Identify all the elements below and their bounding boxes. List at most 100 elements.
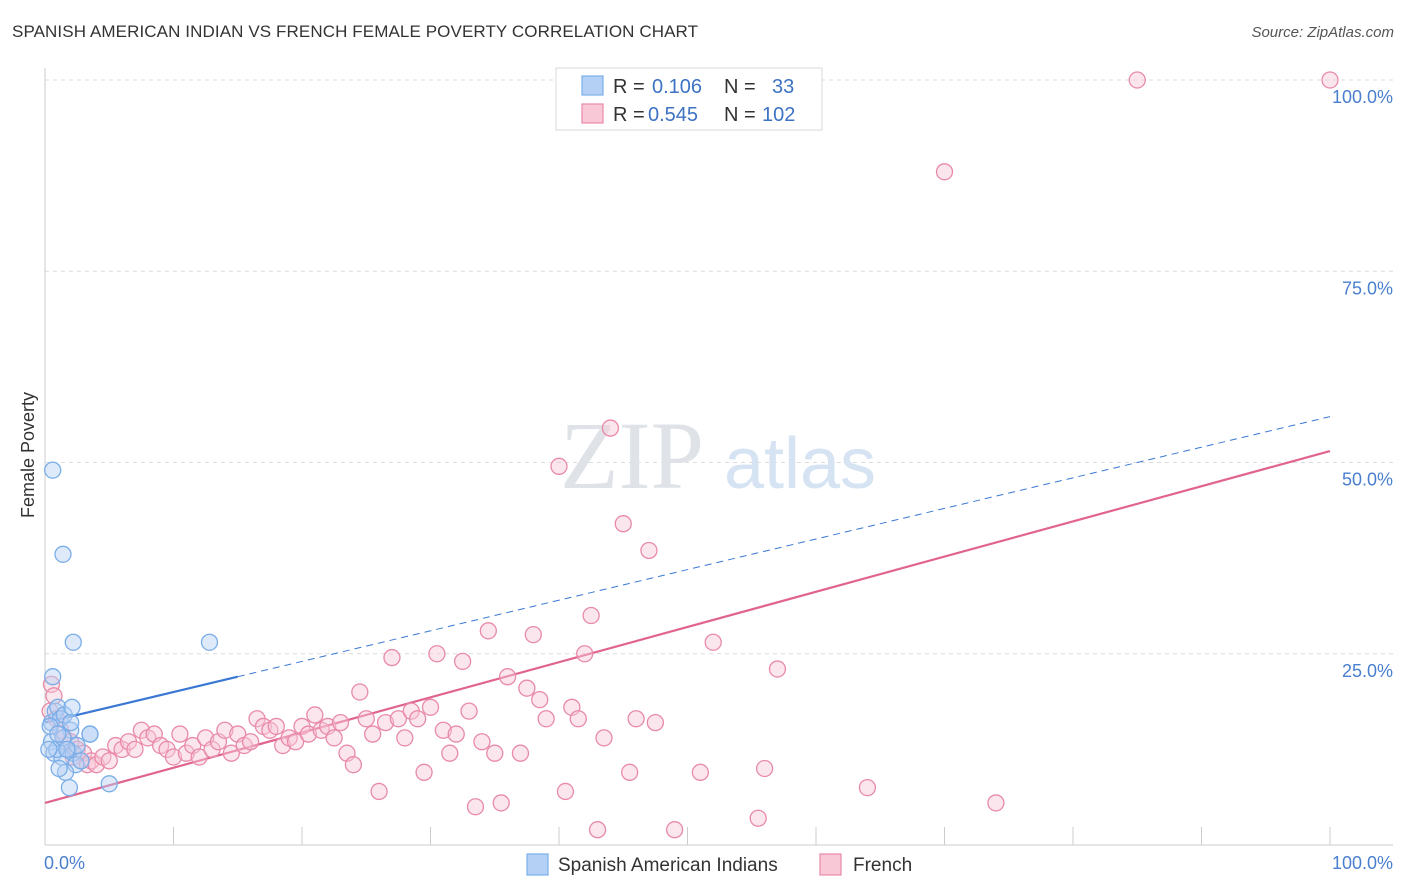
grid bbox=[45, 79, 1393, 655]
point-pink-58 bbox=[370, 782, 388, 801]
point-pink-84 bbox=[550, 457, 568, 475]
point-blue-24 bbox=[44, 461, 62, 479]
point-pink-70 bbox=[447, 725, 465, 743]
point-pink-65 bbox=[415, 763, 433, 781]
point-blue-25 bbox=[54, 545, 72, 563]
chart-source: Source: ZipAtlas.com bbox=[1251, 24, 1394, 41]
point-pink-34 bbox=[216, 721, 234, 739]
series-legend: Spanish American Indians French bbox=[526, 853, 912, 876]
point-pink-69 bbox=[441, 744, 459, 762]
legend-r-value-blue: 0.106 bbox=[652, 76, 702, 98]
point-blue-22 bbox=[60, 778, 79, 797]
legend-r-label-pink: R = bbox=[613, 104, 645, 126]
point-pink-62 bbox=[396, 729, 414, 747]
point-pink-68 bbox=[434, 721, 453, 739]
point-pink-92 bbox=[601, 419, 620, 437]
point-pink-78 bbox=[498, 668, 517, 686]
point-blue-30 bbox=[40, 740, 58, 759]
y-tick-label-0: 25.0% bbox=[1342, 661, 1393, 681]
point-pink-103 bbox=[768, 660, 787, 678]
legend-n-label-pink: N = bbox=[724, 104, 756, 126]
point-pink-105 bbox=[935, 163, 954, 181]
point-pink-77 bbox=[492, 794, 510, 812]
chart-title: SPANISH AMERICAN INDIAN VS FRENCH FEMALE… bbox=[12, 22, 699, 41]
point-blue-32 bbox=[58, 740, 76, 759]
point-pink-91 bbox=[595, 729, 613, 747]
point-pink-16 bbox=[100, 752, 118, 770]
point-pink-72 bbox=[460, 702, 478, 720]
point-blue-16 bbox=[50, 759, 68, 778]
legend-n-label-blue: N = bbox=[724, 76, 756, 98]
point-pink-30 bbox=[190, 748, 208, 766]
point-pink-61 bbox=[389, 710, 408, 728]
point-pink-66 bbox=[421, 698, 440, 716]
point-pink-42 bbox=[267, 717, 285, 736]
point-pink-102 bbox=[755, 759, 774, 778]
data-points bbox=[40, 71, 1339, 839]
point-pink-90 bbox=[588, 821, 607, 839]
point-pink-55 bbox=[351, 683, 369, 701]
point-pink-79 bbox=[511, 744, 530, 762]
legend-r-value-pink: 0.545 bbox=[648, 104, 698, 126]
point-blue-23 bbox=[100, 775, 118, 793]
trend-line-pink bbox=[44, 449, 1331, 804]
point-blue-4 bbox=[44, 668, 62, 686]
point-pink-27 bbox=[171, 725, 189, 743]
point-pink-59 bbox=[376, 713, 395, 732]
bottom-legend-label-blue: Spanish American Indians bbox=[558, 855, 778, 876]
point-pink-81 bbox=[524, 625, 542, 644]
trend-line-blue bbox=[44, 675, 239, 724]
point-pink-101 bbox=[749, 809, 767, 827]
point-blue-13 bbox=[63, 698, 81, 716]
trend-lines bbox=[44, 416, 1331, 804]
point-pink-56 bbox=[357, 710, 375, 728]
legend-n-value-pink: 102 bbox=[762, 104, 795, 126]
point-pink-52 bbox=[331, 713, 350, 732]
point-pink-107 bbox=[1128, 71, 1146, 89]
y-axis-label: Female Poverty bbox=[18, 392, 38, 518]
watermark-zip: ZIP bbox=[560, 402, 704, 509]
point-blue-29 bbox=[62, 713, 80, 732]
stats-legend: R = 0.106 N = 33 R = 0.545 N = 102 bbox=[555, 67, 823, 131]
watermark: ZIP atlas bbox=[560, 402, 876, 509]
point-pink-83 bbox=[537, 710, 555, 728]
point-pink-71 bbox=[453, 652, 472, 671]
point-pink-76 bbox=[486, 744, 504, 762]
point-blue-26 bbox=[64, 633, 82, 651]
point-blue-20 bbox=[72, 752, 90, 770]
bottom-legend-label-pink: French bbox=[853, 855, 912, 876]
axes bbox=[44, 68, 1393, 846]
point-pink-89 bbox=[582, 606, 600, 625]
point-pink-45 bbox=[286, 733, 305, 751]
point-pink-57 bbox=[364, 725, 382, 743]
point-pink-67 bbox=[428, 645, 446, 663]
point-pink-106 bbox=[987, 794, 1005, 812]
point-pink-73 bbox=[466, 798, 485, 816]
legend-swatch-pink bbox=[581, 103, 604, 124]
bottom-legend-swatch-pink bbox=[819, 853, 842, 876]
bottom-legend-swatch-blue bbox=[526, 853, 549, 876]
point-pink-35 bbox=[222, 744, 240, 762]
point-pink-60 bbox=[383, 648, 401, 667]
point-pink-82 bbox=[531, 691, 549, 709]
watermark-atlas: atlas bbox=[724, 424, 876, 504]
point-pink-100 bbox=[704, 633, 722, 651]
point-pink-87 bbox=[569, 710, 587, 728]
legend-r-label-blue: R = bbox=[613, 76, 645, 98]
point-pink-104 bbox=[858, 778, 877, 797]
point-pink-51 bbox=[325, 729, 343, 747]
point-pink-38 bbox=[241, 733, 260, 751]
point-pink-95 bbox=[627, 710, 645, 728]
point-blue-27 bbox=[200, 633, 219, 651]
y-tick-label-1: 50.0% bbox=[1342, 470, 1393, 490]
point-pink-93 bbox=[614, 515, 632, 533]
point-pink-94 bbox=[621, 763, 639, 781]
x-tick-label-0: 0.0% bbox=[44, 853, 85, 873]
point-pink-64 bbox=[408, 710, 427, 728]
y-tick-label-2: 75.0% bbox=[1342, 278, 1393, 298]
x-tick-labels: 0.0% 100.0% bbox=[44, 853, 1393, 873]
legend-swatch-blue bbox=[581, 75, 604, 96]
point-blue-28 bbox=[81, 725, 99, 743]
x-tick-label-1: 100.0% bbox=[1332, 853, 1393, 873]
